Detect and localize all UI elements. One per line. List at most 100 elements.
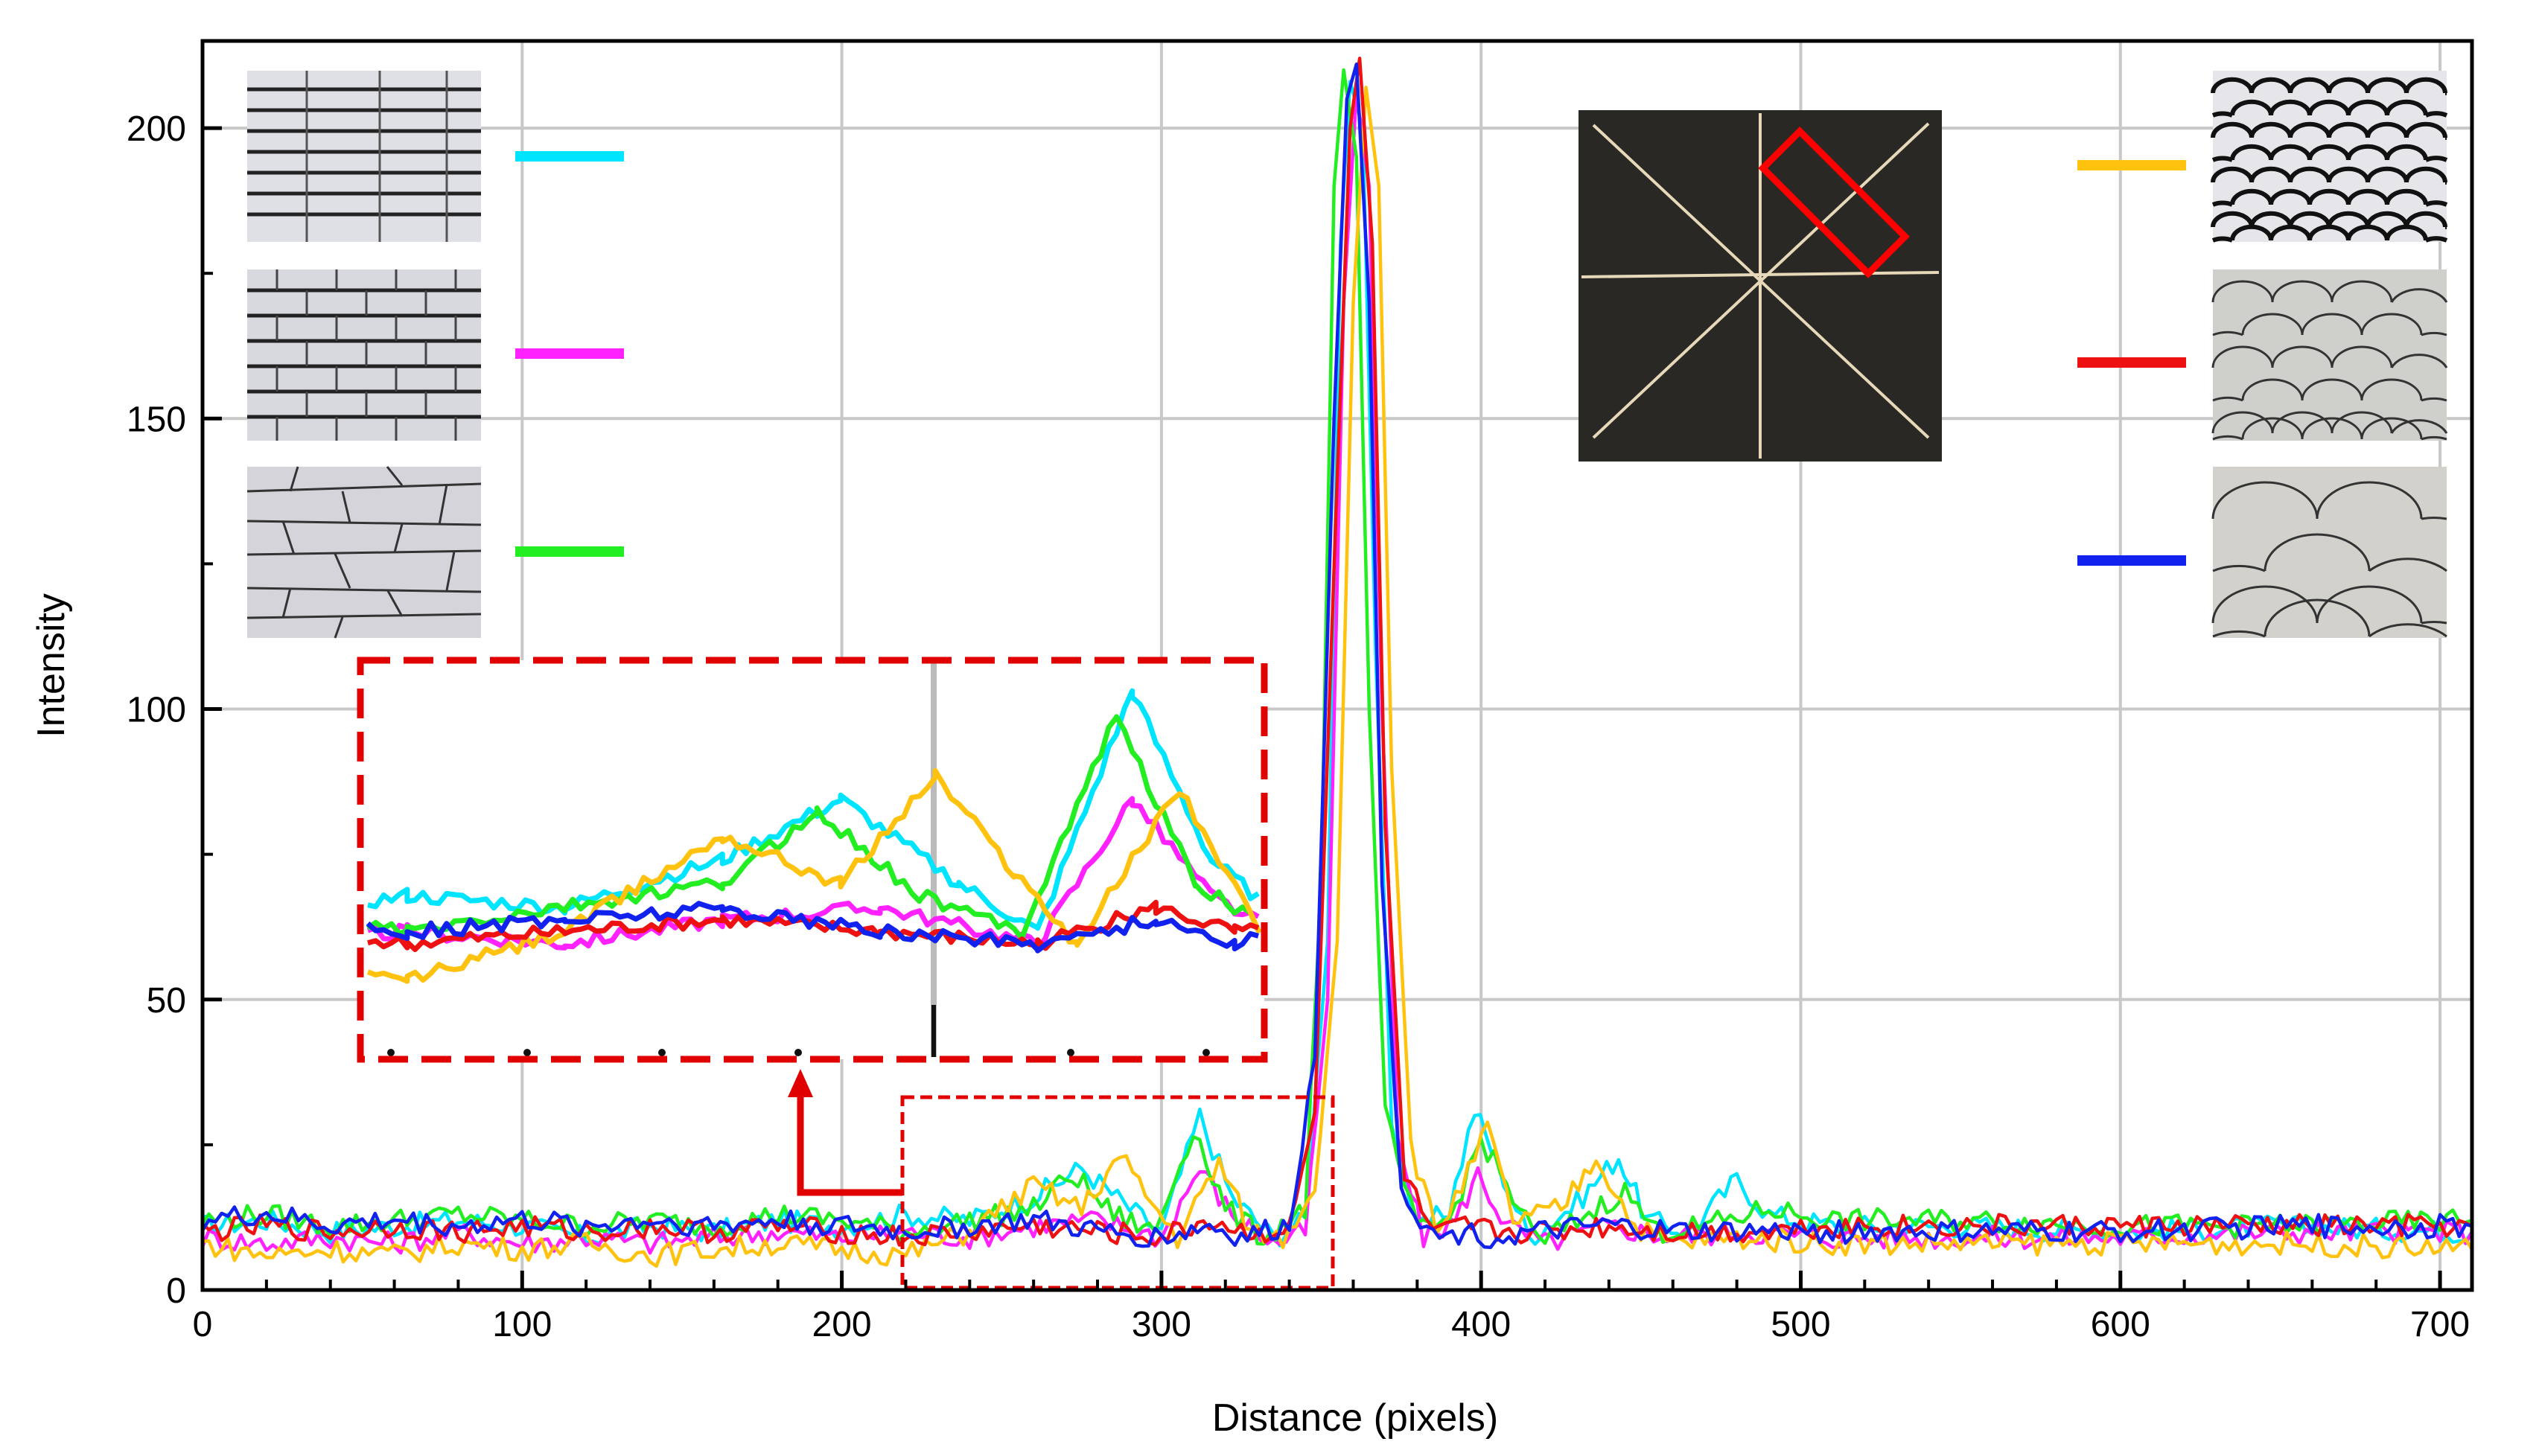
scale-arc bbox=[2366, 211, 2409, 228]
scale-arc bbox=[2249, 121, 2293, 138]
scale-arc bbox=[2421, 621, 2447, 625]
scale-arc bbox=[2404, 211, 2447, 228]
scale-arc bbox=[2264, 533, 2371, 572]
scale-arc bbox=[2288, 121, 2331, 138]
scale-arc bbox=[2346, 224, 2389, 241]
scale-arc bbox=[2271, 411, 2333, 434]
scale-arc bbox=[2249, 211, 2293, 228]
scale-arc bbox=[2241, 417, 2304, 440]
scale-arc bbox=[2211, 411, 2274, 434]
scale-arc bbox=[2230, 188, 2273, 205]
legend-thumbnails-left bbox=[246, 71, 624, 639]
scale-arc bbox=[2404, 77, 2447, 94]
scale-arc bbox=[2211, 280, 2274, 303]
scale-arc bbox=[2421, 331, 2447, 336]
x-tick-label: 100 bbox=[492, 1305, 552, 1344]
x-tick-labels: 0 100 200 300 400 500 600 700 bbox=[193, 1305, 2470, 1344]
scale-arc bbox=[2212, 435, 2243, 441]
scale-arc bbox=[2307, 99, 2351, 116]
scale-arc bbox=[2271, 280, 2333, 303]
scale-arc bbox=[2307, 144, 2351, 161]
x-tick-label: 500 bbox=[1771, 1305, 1830, 1344]
scale-arc bbox=[2211, 236, 2234, 243]
scale-arc bbox=[2385, 144, 2428, 161]
scale-arc bbox=[2269, 99, 2312, 116]
scale-arc bbox=[2331, 280, 2393, 303]
scale-arc bbox=[2269, 144, 2312, 161]
scale-arc bbox=[2241, 378, 2304, 401]
y-tick-label: 0 bbox=[166, 1271, 186, 1311]
scale-arc bbox=[2212, 630, 2266, 638]
sample-photo bbox=[1578, 110, 1942, 462]
scale-arc bbox=[2230, 224, 2273, 241]
scale-arc bbox=[2360, 378, 2423, 401]
scale-arc bbox=[2424, 236, 2448, 243]
scale-arc bbox=[2212, 564, 2266, 572]
axes-frame bbox=[200, 39, 2474, 1292]
scale-arc bbox=[2264, 598, 2371, 637]
scale-arc bbox=[2269, 188, 2312, 205]
x-tick-label: 0 bbox=[193, 1305, 213, 1344]
scale-arc bbox=[2385, 188, 2428, 205]
scale-arc bbox=[2269, 224, 2312, 241]
scale-arc bbox=[2212, 331, 2243, 336]
y-axis-title: Intensity bbox=[30, 593, 73, 738]
thumb-scale-small bbox=[2211, 467, 2447, 638]
thumb-running-bond bbox=[247, 269, 481, 441]
zoom-inset bbox=[357, 657, 1268, 1063]
scale-arc bbox=[2249, 166, 2293, 183]
scale-arc bbox=[2366, 121, 2409, 138]
scale-arc bbox=[2212, 396, 2243, 402]
scale-arc bbox=[2211, 200, 2234, 207]
inset-series-line bbox=[366, 714, 1261, 942]
scale-arc bbox=[2366, 77, 2409, 94]
scale-arc bbox=[2346, 99, 2389, 116]
scale-arc bbox=[2385, 99, 2428, 116]
legend-swatches-right bbox=[2077, 160, 2186, 566]
y-tick-label: 50 bbox=[147, 981, 186, 1021]
axis-ticks bbox=[200, 126, 2442, 1292]
scale-arc bbox=[2211, 585, 2319, 624]
zoom-inset-border bbox=[357, 657, 1268, 1063]
inset-series-line bbox=[366, 767, 1261, 984]
scale-arc bbox=[2327, 166, 2370, 183]
scale-arc bbox=[2211, 211, 2254, 228]
x-tick-label: 400 bbox=[1451, 1305, 1511, 1344]
thumb-scale-large bbox=[2211, 71, 2448, 243]
scale-arc bbox=[2368, 623, 2447, 638]
scale-arc bbox=[2301, 417, 2363, 440]
scale-arc bbox=[2211, 481, 2319, 520]
zoom-arrow bbox=[788, 1069, 902, 1196]
series-line bbox=[200, 91, 2473, 1255]
scale-arc bbox=[2316, 481, 2423, 520]
scale-arc bbox=[2211, 345, 2274, 368]
scale-arc bbox=[2331, 345, 2393, 368]
legend-swatches-left bbox=[515, 151, 624, 557]
scale-arc bbox=[2327, 211, 2370, 228]
scale-arc bbox=[2360, 417, 2423, 440]
scale-arc bbox=[2301, 378, 2363, 401]
x-tick-label: 700 bbox=[2410, 1305, 2470, 1344]
scale-arc bbox=[2366, 166, 2409, 183]
scale-arc bbox=[2249, 77, 2293, 94]
scale-arc bbox=[2307, 188, 2351, 205]
scale-arc bbox=[2307, 224, 2351, 241]
roi-rectangle bbox=[1758, 127, 1910, 278]
scale-arc bbox=[2404, 121, 2447, 138]
scale-arc bbox=[2404, 166, 2447, 183]
scale-arc bbox=[2241, 313, 2304, 336]
scale-arc bbox=[2211, 121, 2254, 138]
scale-arc bbox=[2230, 99, 2273, 116]
scale-arc bbox=[2211, 77, 2254, 94]
scale-arc bbox=[2368, 558, 2447, 572]
scale-arc bbox=[2316, 585, 2423, 624]
scale-arc bbox=[2424, 156, 2448, 162]
thumb-ashlar bbox=[246, 466, 482, 639]
scale-arc bbox=[2346, 188, 2389, 205]
scale-arc bbox=[2211, 156, 2234, 162]
series-lines bbox=[200, 57, 2473, 1268]
scale-arc bbox=[2421, 517, 2447, 520]
series-line bbox=[201, 62, 2473, 1249]
scale-arc bbox=[2301, 313, 2363, 336]
